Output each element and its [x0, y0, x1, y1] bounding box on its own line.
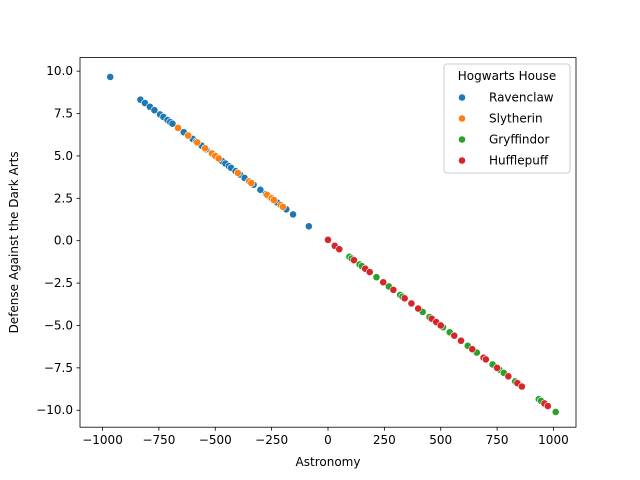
- plot-frame: [79, 57, 577, 428]
- data-point-ravenclaw: [168, 119, 177, 128]
- x-axis-title: Astronomy: [296, 455, 361, 469]
- y-tick-label: 0.0: [54, 234, 73, 248]
- x-tick-label: 750: [486, 433, 509, 447]
- y-tick-label: 10.0: [46, 64, 73, 78]
- data-point-ravenclaw: [150, 106, 159, 115]
- data-point-hufflepuff: [400, 294, 409, 303]
- data-point-hufflepuff: [517, 382, 526, 391]
- data-point-hufflepuff: [414, 304, 423, 313]
- data-point-slytherin: [279, 202, 287, 211]
- x-tick-label: −1000: [82, 433, 123, 447]
- data-point-hufflepuff: [365, 268, 374, 276]
- x-tick-label: −750: [142, 433, 175, 447]
- legend-marker-slytherin: [458, 114, 466, 123]
- x-tick-label: 500: [429, 433, 452, 447]
- data-point-slytherin: [247, 179, 256, 187]
- y-tick-label: −5.0: [44, 318, 73, 332]
- data-point-hufflepuff: [379, 278, 388, 287]
- data-point-hufflepuff: [493, 363, 501, 372]
- data-point-ravenclaw: [304, 222, 313, 231]
- y-tick-label: −7.5: [44, 361, 73, 375]
- data-point-hufflepuff: [436, 321, 445, 330]
- data-point-hufflepuff: [504, 372, 513, 381]
- y-tick-label: −10.0: [36, 403, 73, 417]
- data-point-slytherin: [233, 168, 242, 177]
- x-tick-label: 0: [324, 433, 332, 447]
- data-point-hufflepuff: [457, 336, 465, 345]
- data-point-hufflepuff: [350, 256, 358, 265]
- data-point-slytherin: [269, 196, 278, 204]
- data-point-hufflepuff: [543, 402, 552, 410]
- data-point-hufflepuff: [389, 285, 398, 294]
- data-point-slytherin: [174, 124, 182, 132]
- data-point-slytherin: [184, 131, 193, 140]
- legend-marker-gryffindor: [458, 135, 466, 144]
- legend-title: Hogwarts House: [458, 69, 556, 83]
- y-tick-label: 2.5: [54, 191, 73, 205]
- data-point-hufflepuff: [481, 355, 490, 364]
- data-point-hufflepuff: [450, 331, 459, 340]
- y-tick-label: 5.0: [54, 149, 73, 163]
- data-point-hufflepuff: [468, 345, 477, 354]
- data-point-ravenclaw: [289, 210, 297, 219]
- data-points: [106, 73, 560, 416]
- legend-label-ravenclaw: Ravenclaw: [489, 91, 554, 105]
- data-point-gryffindor: [551, 408, 560, 416]
- x-tick-label: −250: [255, 433, 288, 447]
- y-axis-title: Defense Against the Dark Arts: [7, 151, 21, 333]
- data-point-hufflepuff: [407, 299, 416, 308]
- data-point-hufflepuff: [335, 245, 344, 254]
- legend: Hogwarts House Ravenclaw Slytherin Gryffin…: [443, 63, 571, 174]
- y-tick-label: 7.5: [54, 107, 73, 121]
- data-point-hufflepuff: [324, 235, 332, 244]
- x-tick-label: −500: [199, 433, 232, 447]
- legend-label-gryffindor: Gryffindor: [489, 133, 550, 147]
- legend-label-hufflepuff: Hufflepuff: [489, 154, 549, 168]
- data-point-gryffindor: [372, 273, 381, 282]
- data-point-slytherin: [201, 144, 210, 153]
- legend-marker-ravenclaw: [458, 93, 466, 102]
- x-tick-label: 250: [373, 433, 396, 447]
- data-point-slytherin: [193, 138, 202, 147]
- legend-label-slytherin: Slytherin: [489, 112, 543, 126]
- x-axis-ticks: −1000 −750 −500 −250 0 250 500 750 1000: [82, 427, 569, 447]
- data-point-ravenclaw: [256, 185, 265, 194]
- data-point-slytherin: [214, 154, 223, 163]
- legend-items: Ravenclaw Slytherin Gryffindor Hufflepuff: [458, 91, 554, 168]
- y-axis-ticks: −10.0 −7.5 −5.0 −2.5 0.0 2.5 5.0 7.5 10.0: [36, 64, 80, 417]
- x-tick-label: 1000: [538, 433, 569, 447]
- legend-frame: [443, 63, 571, 174]
- y-tick-label: −2.5: [44, 276, 73, 290]
- legend-marker-hufflepuff: [458, 156, 466, 165]
- data-point-ravenclaw: [106, 73, 115, 81]
